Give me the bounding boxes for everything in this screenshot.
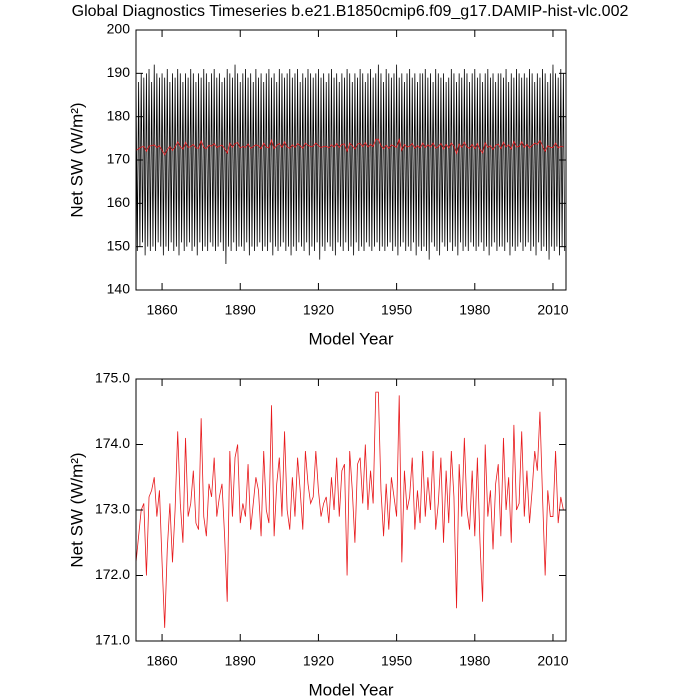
y-axis-label: Net SW (W/m²) [67,452,86,567]
x-axis-label: Model Year [308,329,393,348]
y-tick-label: 160 [107,194,131,210]
y-tick-label: 173.0 [95,501,130,517]
y-tick-label: 180 [107,107,131,123]
x-axis-label: Model Year [308,680,393,699]
y-tick-label: 171.0 [95,632,130,648]
y-tick-label: 150 [107,237,131,253]
x-tick-label: 2010 [537,302,568,318]
y-tick-label: 175.0 [95,370,130,386]
y-tick-label: 140 [107,281,131,297]
data-line [135,137,564,156]
x-tick-label: 1860 [146,653,177,669]
y-tick-label: 174.0 [95,435,130,451]
chart-title: Global Diagnostics Timeseries b.e21.B185… [72,3,629,20]
data-line [135,391,564,628]
x-tick-label: 1920 [303,653,334,669]
y-tick-label: 172.0 [95,566,130,582]
x-tick-label: 1860 [146,302,177,318]
x-tick-label: 2010 [537,653,568,669]
data-line [135,64,566,265]
x-tick-label: 1950 [381,653,412,669]
y-tick-label: 200 [107,21,131,37]
x-tick-label: 1950 [381,302,412,318]
y-tick-label: 190 [107,64,131,80]
x-tick-label: 1980 [459,302,490,318]
x-tick-label: 1980 [459,653,490,669]
x-tick-label: 1890 [225,653,256,669]
y-axis-label: Net SW (W/m²) [67,102,86,217]
y-tick-label: 170 [107,151,131,167]
x-tick-label: 1890 [225,302,256,318]
x-tick-label: 1920 [303,302,334,318]
